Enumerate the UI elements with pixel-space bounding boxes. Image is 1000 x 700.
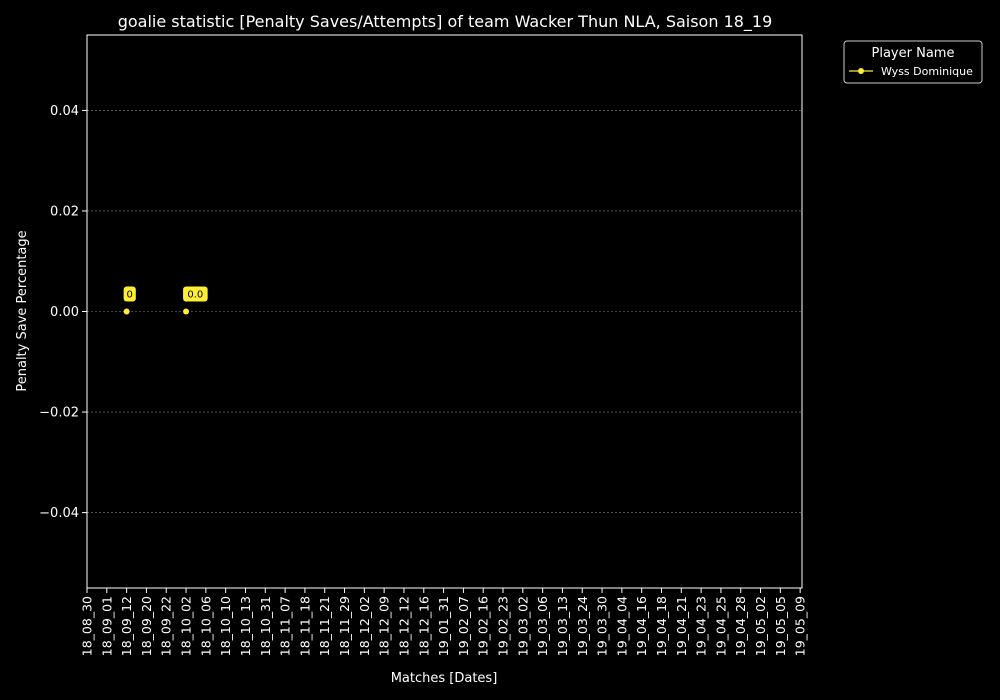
data-label: 0.0 bbox=[187, 290, 203, 301]
x-tick-label: 19_01_31 bbox=[436, 596, 451, 656]
data-point bbox=[123, 308, 130, 315]
x-tick-label: 19_03_30 bbox=[595, 596, 610, 656]
x-tick-label: 19_02_07 bbox=[456, 596, 471, 656]
x-tick-label: 19_03_13 bbox=[555, 596, 570, 656]
data-label-box bbox=[123, 286, 136, 302]
x-tick-label: 19_02_23 bbox=[496, 596, 511, 656]
legend-entry: Wyss Dominique bbox=[881, 65, 973, 78]
legend-box bbox=[843, 40, 983, 84]
y-tick-label: 0.00 bbox=[50, 305, 79, 320]
x-tick-label: 18_11_21 bbox=[317, 596, 332, 656]
x-tick-label: 18_11_18 bbox=[297, 596, 312, 656]
x-tick-label: 19_04_18 bbox=[654, 596, 669, 656]
gridlines bbox=[87, 110, 802, 513]
x-tick-label: 18_10_10 bbox=[218, 596, 233, 656]
x-tick-label: 19_03_02 bbox=[515, 596, 530, 656]
x-tick-label: 19_05_05 bbox=[773, 596, 788, 656]
x-tick-label: 18_12_09 bbox=[377, 596, 392, 656]
x-tick-label: 18_10_13 bbox=[238, 596, 253, 656]
x-tick-label: 19_04_04 bbox=[614, 596, 629, 656]
x-tick-label: 18_08_30 bbox=[80, 596, 95, 656]
y-tick-label: 0.04 bbox=[50, 104, 79, 119]
x-tick-label: 19_04_25 bbox=[713, 596, 728, 656]
data-point bbox=[183, 308, 190, 315]
legend-marker bbox=[858, 68, 864, 74]
x-tick-label: 18_09_20 bbox=[139, 596, 154, 656]
x-tick-label: 18_09_12 bbox=[119, 596, 134, 656]
x-tick-label: 18_12_12 bbox=[396, 596, 411, 656]
x-tick-label: 18_11_29 bbox=[337, 596, 352, 656]
x-tick-label: 18_09_01 bbox=[99, 596, 114, 656]
plot-frame bbox=[86, 34, 803, 589]
y-axis-label: Penalty Save Percentage bbox=[15, 230, 30, 391]
x-axis-label: Matches [Dates] bbox=[391, 671, 498, 686]
legend-title: Player Name bbox=[872, 46, 955, 61]
x-axis-ticks: 18_08_30 18_09_01 18_09_12 18_09_20 18_09_22… bbox=[80, 588, 808, 656]
x-tick-label: 18_10_31 bbox=[258, 596, 273, 656]
y-tick-label: −0.04 bbox=[39, 506, 79, 521]
x-tick-label: 19_04_28 bbox=[733, 596, 748, 656]
y-tick-label: 0.02 bbox=[50, 204, 79, 219]
x-tick-label: 18_09_22 bbox=[159, 596, 174, 656]
x-tick-label: 19_05_09 bbox=[793, 596, 808, 656]
legend-items: Wyss Dominique bbox=[849, 65, 973, 78]
x-tick-label: 18_11_07 bbox=[278, 596, 293, 656]
x-tick-label: 18_10_02 bbox=[179, 596, 194, 656]
data-label: 0 bbox=[127, 290, 133, 301]
y-axis-ticks: −0.04 −0.02 0.00 0.02 0.04 bbox=[39, 104, 87, 521]
x-tick-label: 19_04_16 bbox=[634, 596, 649, 656]
x-tick-label: 18_12_16 bbox=[416, 596, 431, 656]
x-tick-label: 19_04_21 bbox=[674, 596, 689, 656]
x-tick-label: 18_10_06 bbox=[198, 596, 213, 656]
series-layer: 0 0.0 bbox=[123, 286, 208, 315]
x-tick-label: 19_03_06 bbox=[535, 596, 550, 656]
data-label-box bbox=[183, 286, 208, 302]
x-tick-label: 19_04_23 bbox=[694, 596, 709, 656]
x-tick-label: 19_02_16 bbox=[476, 596, 491, 656]
chart-title: goalie statistic [Penalty Saves/Attempts… bbox=[118, 12, 773, 32]
y-tick-label: −0.02 bbox=[39, 406, 79, 421]
x-tick-label: 19_05_02 bbox=[753, 596, 768, 656]
x-tick-label: 19_03_24 bbox=[575, 596, 590, 656]
x-tick-label: 18_12_02 bbox=[357, 596, 372, 656]
legend: Player Name Wyss Dominique bbox=[843, 40, 983, 84]
